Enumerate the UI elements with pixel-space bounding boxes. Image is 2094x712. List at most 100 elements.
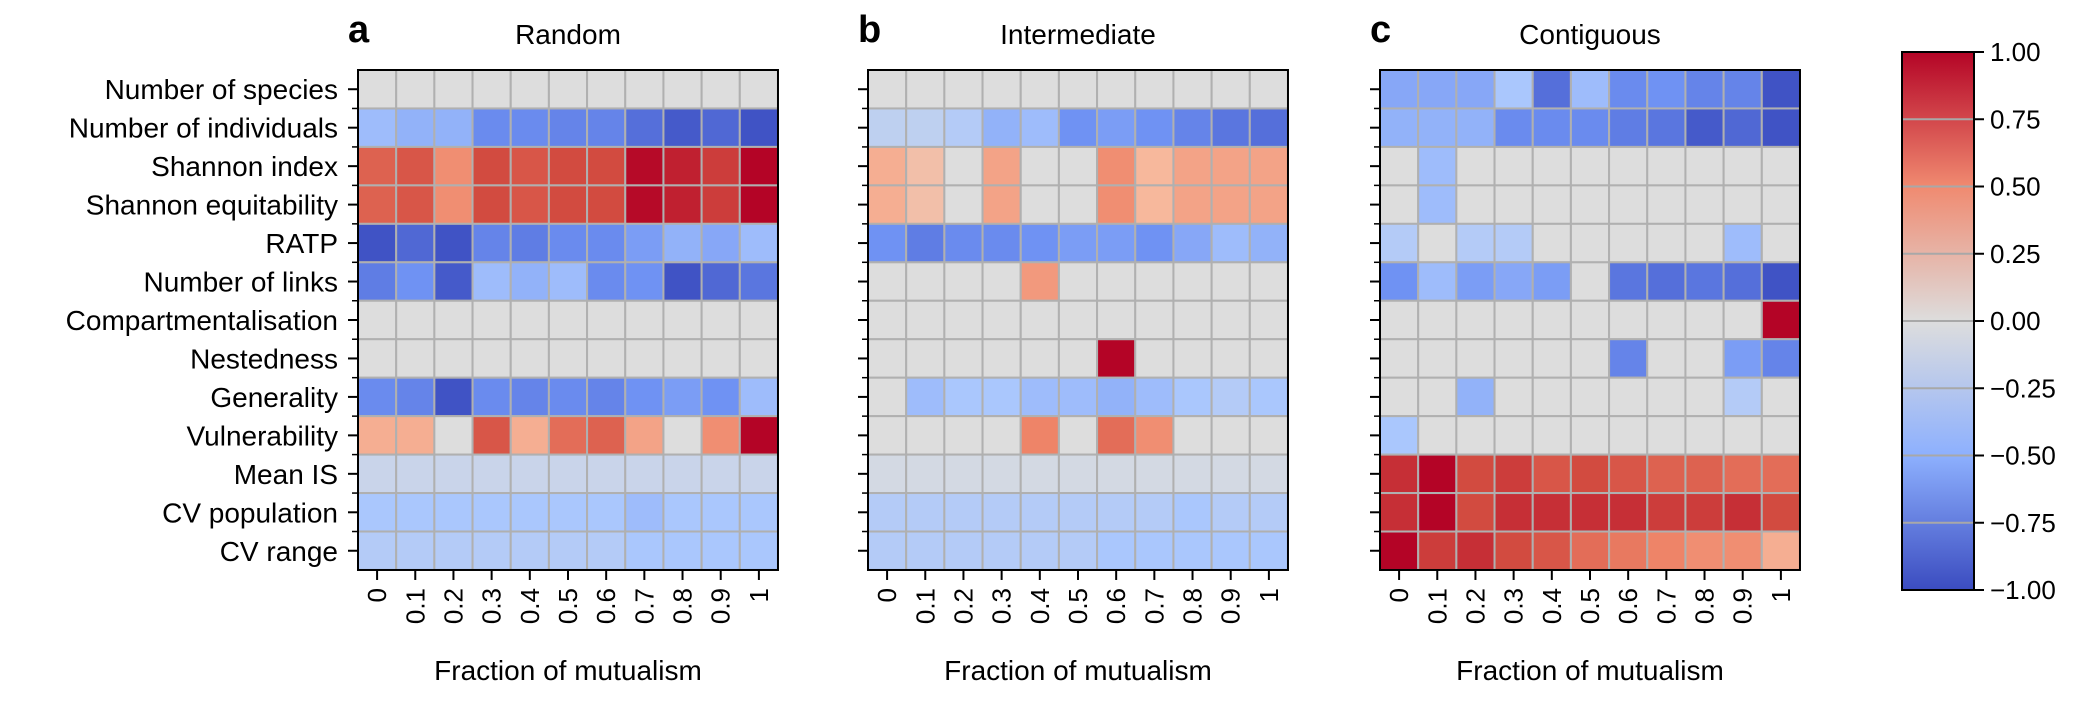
heatmap-cell [433,261,474,302]
heatmap-cell [547,145,589,187]
heatmap-cell [1493,453,1534,495]
heatmap-cell [1379,492,1420,533]
heatmap-cell [905,338,946,379]
heatmap-cell [1134,530,1175,571]
heatmap-cell [624,492,665,533]
heatmap-cell [1210,376,1251,418]
heatmap-cell [905,69,946,110]
heatmap-cell [943,530,984,571]
heatmap-cell [1722,376,1763,418]
heatmap-cell [700,376,741,418]
heatmap-cell [547,492,589,533]
heatmap-cell [1096,530,1137,571]
heatmap-cell [1531,492,1572,533]
heatmap-cell [867,261,908,302]
heatmap-cell [738,492,779,533]
heatmap-cell [1569,107,1611,148]
x-tick-label: 1 [744,588,774,602]
heatmap-cell [1248,415,1289,456]
heatmap-cell [1379,453,1420,495]
heatmap-cell [1019,530,1060,571]
heatmap-cell [471,184,512,225]
heatmap-cell [981,184,1022,225]
heatmap-cell [1057,299,1099,341]
heatmap-cell [943,145,984,187]
heatmap-cell [905,530,946,571]
heatmap-cell [1057,530,1099,571]
heatmap-cell [395,299,436,341]
heatmap-cell [662,492,703,533]
heatmap-cell [867,530,908,571]
heatmap-cell [357,145,398,187]
heatmap-cell [1379,376,1420,418]
heatmap-cell [700,184,741,225]
heatmap-cell [1210,415,1251,456]
heatmap-cell [1646,184,1687,225]
heatmap-cell [395,492,436,533]
panel-letter: c [1370,9,1391,51]
heatmap-cell [943,492,984,533]
row-label: Shannon equitability [86,190,338,221]
heatmap-cell [1569,145,1611,187]
heatmap-cell [1608,415,1649,456]
colorbar-tick-label: 0.75 [1990,104,2041,134]
heatmap-cell [905,453,946,495]
heatmap-cell [905,492,946,533]
heatmap-cell [357,107,398,148]
x-tick-label: 1 [1254,588,1284,602]
heatmap-cell [1493,338,1534,379]
heatmap-cell [471,415,512,456]
x-tick-label: 0.6 [591,588,621,624]
heatmap-cell [981,530,1022,571]
row-label: CV population [162,497,338,528]
heatmap-cell [547,69,589,110]
heatmap-cell [586,338,627,379]
heatmap-cell [433,299,474,341]
heatmap-cell [1493,107,1534,148]
heatmap-cell [981,107,1022,148]
heatmap-cell [1760,530,1801,571]
heatmap-cell [867,184,908,225]
x-tick-label: 0.9 [1728,588,1758,624]
heatmap-cell [433,453,474,495]
heatmap-cell [867,492,908,533]
heatmap-cell [1248,222,1289,264]
heatmap-cell [1493,145,1534,187]
heatmap-cell [1722,492,1763,533]
heatmap-cell [586,222,627,264]
heatmap-cell [1608,184,1649,225]
heatmap-cell [1379,530,1420,571]
x-tick-label: 0.5 [553,588,583,624]
heatmap-cell [1417,69,1458,110]
heatmap-cell [1134,376,1175,418]
heatmap-cell [1684,261,1725,302]
heatmap-cell [1684,530,1725,571]
x-tick-label: 0.6 [1613,588,1643,624]
heatmap-cell [1646,376,1687,418]
colorbar-tick-label: −0.50 [1990,441,2056,471]
heatmap-cell [509,299,550,341]
heatmap-cell [1493,261,1534,302]
colorbar-tick-label: −1.00 [1990,575,2056,605]
heatmap-cell [1760,492,1801,533]
x-tick-label: 0 [1384,588,1414,602]
heatmap-cell [1684,299,1725,341]
heatmap-cell [357,222,398,264]
panel-letter: b [858,9,881,51]
heatmap-cell [1057,453,1099,495]
heatmap-cell [1096,338,1137,379]
heatmap-cell [395,415,436,456]
heatmap-cell [1569,222,1611,264]
heatmap-cell [1096,376,1137,418]
heatmap-cell [1760,145,1801,187]
heatmap-cell [1531,69,1572,110]
heatmap-cell [981,69,1022,110]
x-tick-label: 1 [1766,588,1796,602]
heatmap-cell [395,107,436,148]
heatmap-cell [1019,376,1060,418]
heatmap-cell [738,299,779,341]
heatmap-cell [357,492,398,533]
heatmap-cell [586,69,627,110]
heatmap-cell [509,530,550,571]
heatmap-cell [1608,145,1649,187]
